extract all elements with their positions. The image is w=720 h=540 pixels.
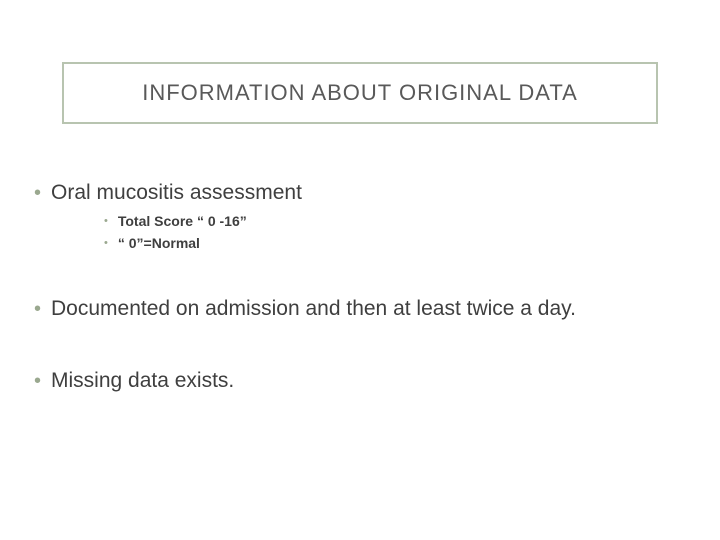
- bullet-dot: •: [34, 368, 41, 394]
- content-area: • Oral mucositis assessment • Total Scor…: [30, 180, 690, 400]
- sub-bullet-item: • “ 0”=Normal: [104, 234, 690, 252]
- slide-title: INFORMATION ABOUT ORIGINAL DATA: [142, 80, 578, 106]
- bullet-text: Oral mucositis assessment: [51, 180, 302, 206]
- title-box: INFORMATION ABOUT ORIGINAL DATA: [62, 62, 658, 124]
- sub-bullet-text: Total Score “ 0 -16”: [118, 212, 247, 230]
- bullet-item: • Missing data exists.: [30, 368, 690, 394]
- sub-bullet-text: “ 0”=Normal: [118, 234, 200, 252]
- bullet-text: Documented on admission and then at leas…: [51, 296, 576, 322]
- bullet-dot: •: [34, 180, 41, 206]
- bullet-dot: •: [104, 234, 108, 252]
- bullet-text: Missing data exists.: [51, 368, 234, 394]
- sub-bullet-item: • Total Score “ 0 -16”: [104, 212, 690, 230]
- bullet-dot: •: [104, 212, 108, 230]
- bullet-item: • Documented on admission and then at le…: [30, 296, 690, 322]
- bullet-dot: •: [34, 296, 41, 322]
- bullet-item: • Oral mucositis assessment: [30, 180, 690, 206]
